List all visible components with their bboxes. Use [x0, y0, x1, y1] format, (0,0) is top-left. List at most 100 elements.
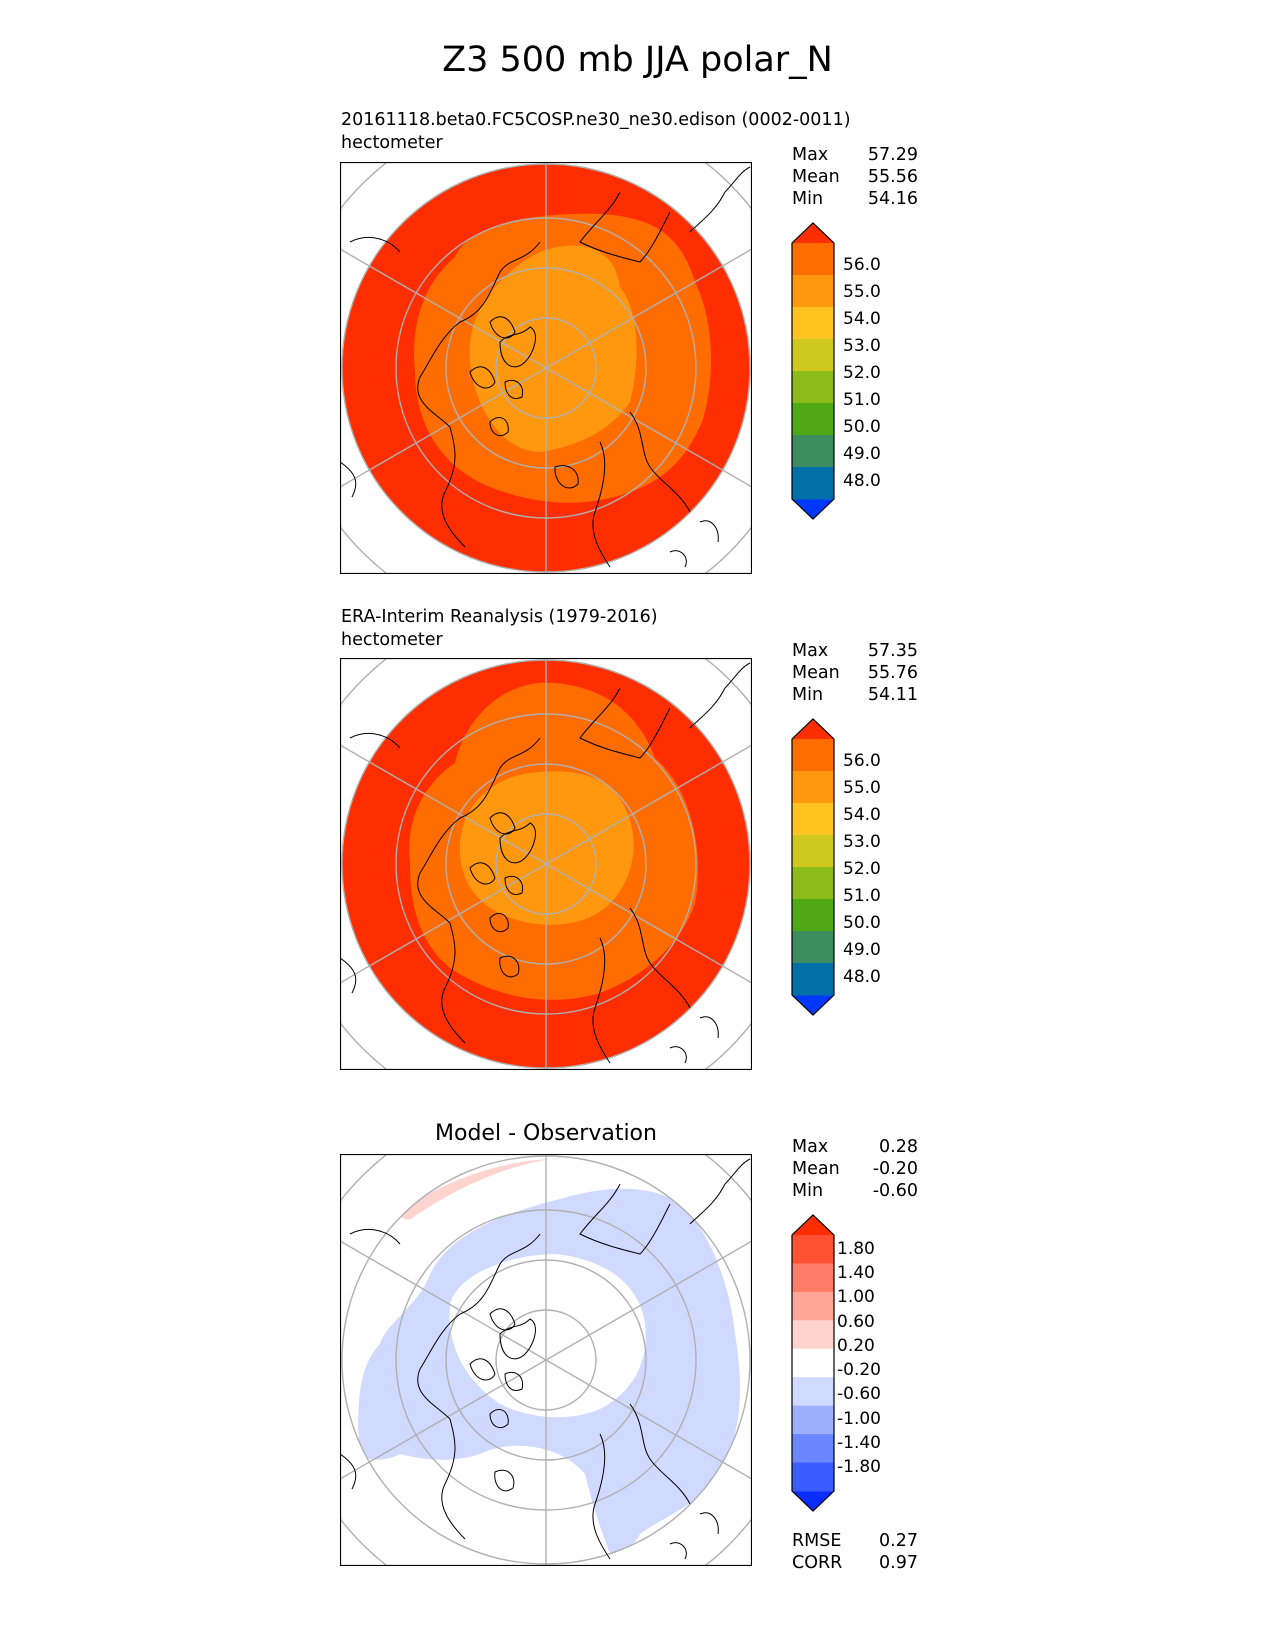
stat-min-label: Min	[792, 189, 824, 209]
rmse-label: RMSE	[792, 1531, 842, 1551]
panel-1-colorbar	[791, 222, 835, 520]
colorbar-segment	[792, 1291, 834, 1321]
colorbar-svg	[791, 718, 835, 1016]
colorbar-segment	[792, 803, 834, 836]
colorbar-label: 49.0	[843, 940, 881, 960]
colorbar-label: 53.0	[843, 832, 881, 852]
colorbar-extend-top	[792, 223, 834, 243]
colorbar-label: 50.0	[843, 417, 881, 437]
colorbar-label: 54.0	[843, 309, 881, 329]
colorbar-outline	[791, 718, 835, 1016]
stat-mean-value: -0.20	[872, 1159, 918, 1179]
colorbar-segment	[792, 1462, 834, 1492]
colorbar-label: 53.0	[843, 336, 881, 356]
graticule	[340, 162, 752, 574]
colorbar-label: 56.0	[843, 255, 881, 275]
colorbar-segment	[792, 243, 834, 276]
colorbar-segment	[792, 371, 834, 404]
level-54-region	[459, 771, 634, 925]
panel-2-stats: Max 57.35 Mean 55.76 Min 54.11	[792, 640, 918, 706]
stat-min-value: -0.60	[872, 1181, 918, 1201]
colorbar-label: 55.0	[843, 778, 881, 798]
negative-anomaly-region	[358, 1188, 740, 1556]
colorbar-segment	[792, 867, 834, 900]
map-frame	[340, 1154, 752, 1566]
colorbar-segment	[792, 1235, 834, 1264]
colorbar-label: -0.20	[837, 1360, 881, 1380]
colorbar-segment	[792, 1320, 834, 1350]
colorbar-label: 51.0	[843, 886, 881, 906]
colorbar-segment	[792, 275, 834, 308]
colorbar-segment	[792, 1434, 834, 1464]
coastlines	[340, 1158, 751, 1560]
colorbar-extend-top	[792, 1215, 834, 1235]
stat-mean-value: 55.56	[867, 167, 918, 187]
colorbar-outline	[791, 1214, 835, 1512]
panel-3-map-svg	[340, 1154, 752, 1566]
colorbar-segment	[792, 899, 834, 932]
colorbar-segment	[792, 1405, 834, 1435]
colorbar-outline	[791, 222, 835, 520]
stat-min-label: Min	[792, 685, 824, 705]
graticule	[340, 1154, 752, 1566]
colorbar-label: -1.40	[837, 1433, 881, 1453]
panel-2-colorbar	[791, 718, 835, 1016]
colorbar-extend-bottom	[792, 1491, 834, 1511]
colorbar-segment	[792, 307, 834, 340]
colorbar-label: 1.40	[837, 1263, 875, 1283]
colorbar-label: 1.80	[837, 1239, 875, 1259]
figure-title: Z3 500 mb JJA polar_N	[442, 40, 833, 80]
stat-max-value: 57.35	[867, 641, 918, 661]
map-frame	[340, 658, 752, 1070]
colorbar-label: 52.0	[843, 363, 881, 383]
colorbar-label: 54.0	[843, 805, 881, 825]
colorbar-label: 48.0	[843, 471, 881, 491]
colorbar-segment	[792, 467, 834, 500]
colorbar-svg	[791, 1214, 835, 1512]
panel-3-stats: Max 0.28 Mean -0.20 Min -0.60	[792, 1136, 918, 1202]
stat-max-label: Max	[792, 641, 829, 661]
stat-max-value: 0.28	[879, 1137, 918, 1157]
graticule	[340, 658, 752, 1070]
coastlines	[340, 662, 751, 1064]
panel-1-map	[340, 162, 752, 574]
colorbar-segment	[792, 1263, 834, 1293]
corr-value: 0.97	[879, 1553, 918, 1573]
stat-min-label: Min	[792, 1181, 824, 1201]
coastlines	[340, 166, 751, 568]
colorbar-label: 51.0	[843, 390, 881, 410]
panel-1-units: hectometer	[341, 133, 443, 153]
stat-max-label: Max	[792, 145, 829, 165]
panel-2-units: hectometer	[341, 630, 443, 650]
panel-1-map-svg	[340, 162, 752, 574]
rmse-value: 0.27	[879, 1531, 918, 1551]
colorbar-segment	[792, 435, 834, 468]
panel-3-map	[340, 1154, 752, 1566]
colorbar-segment	[792, 1348, 834, 1378]
colorbar-segment	[792, 963, 834, 996]
panel-2-map	[340, 658, 752, 1070]
colorbar-label: -1.00	[837, 1409, 881, 1429]
stat-max-value: 57.29	[867, 145, 918, 165]
colorbar-label: -0.60	[837, 1384, 881, 1404]
map-frame	[340, 162, 752, 574]
colorbar-label: 0.60	[837, 1312, 875, 1332]
stat-min-value: 54.11	[867, 685, 918, 705]
colorbar-label: 50.0	[843, 913, 881, 933]
colorbar-extend-top	[792, 719, 834, 739]
panel-3-colorbar	[791, 1214, 835, 1512]
level-54-region	[469, 245, 637, 452]
colorbar-segment	[792, 1377, 834, 1407]
colorbar-label: 55.0	[843, 282, 881, 302]
colorbar-segment	[792, 771, 834, 804]
panel-1-title: 20161118.beta0.FC5COSP.ne30_ne30.edison …	[341, 110, 851, 130]
colorbar-segment	[792, 339, 834, 372]
colorbar-label: 1.00	[837, 1287, 875, 1307]
colorbar-label: 56.0	[843, 751, 881, 771]
colorbar-svg	[791, 222, 835, 520]
corr-label: CORR	[792, 1553, 843, 1573]
colorbar-label: 52.0	[843, 859, 881, 879]
colorbar-label: -1.80	[837, 1457, 881, 1477]
stat-mean-label: Mean	[792, 663, 840, 683]
colorbar-segment	[792, 931, 834, 964]
